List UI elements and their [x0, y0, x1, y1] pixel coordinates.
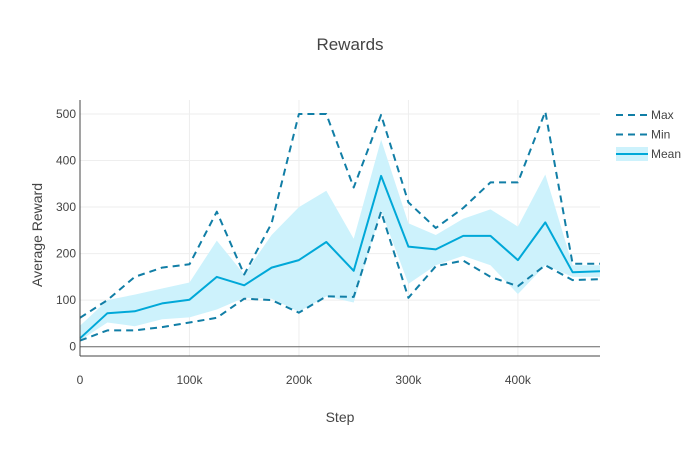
- y-axis-title: Average Reward: [29, 183, 45, 287]
- axes: [79, 100, 600, 357]
- x-tick-label: 0: [77, 373, 84, 387]
- legend-min-label: Min: [651, 128, 670, 142]
- legend-mean-label: Mean: [651, 147, 681, 161]
- band-layer: [80, 139, 600, 341]
- tick-labels: 0 100 200 300 400 500 0 100k 200k 300k 400k: [56, 107, 532, 387]
- y-tick-label: 100: [56, 293, 76, 307]
- chart-title: Rewards: [316, 35, 383, 54]
- grid: [80, 100, 600, 356]
- y-tick-label: 0: [69, 340, 76, 354]
- y-tick-label: 200: [56, 247, 76, 261]
- y-tick-label: 500: [56, 107, 76, 121]
- x-axis-title: Step: [326, 409, 355, 425]
- x-tick-label: 100k: [176, 373, 203, 387]
- series-min-line: [79, 210, 601, 342]
- y-tick-label: 300: [56, 200, 76, 214]
- x-tick-label: 400k: [505, 373, 532, 387]
- series-mean-line: [79, 174, 601, 340]
- y-tick-label: 400: [56, 154, 76, 168]
- x-tick-label: 200k: [286, 373, 313, 387]
- series-layer: [79, 110, 601, 342]
- x-tick-label: 300k: [395, 373, 422, 387]
- legend: Max Min Mean: [616, 108, 681, 161]
- mean-band: [80, 139, 600, 341]
- legend-max-label: Max: [651, 108, 674, 122]
- series-max-line: [79, 110, 600, 319]
